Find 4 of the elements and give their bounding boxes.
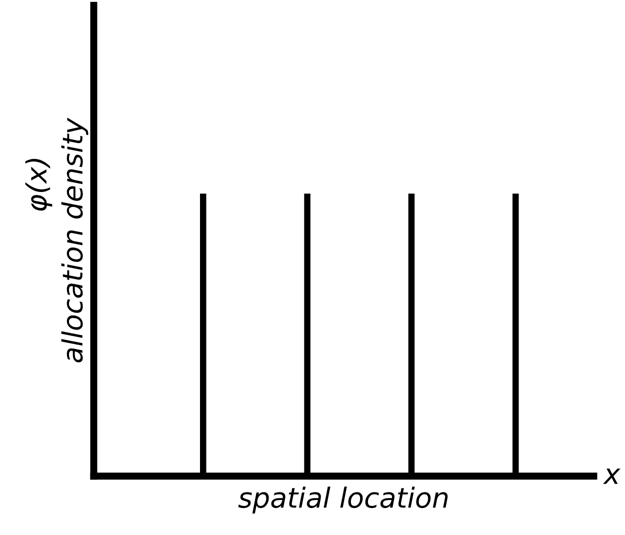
x-axis-title: spatial location xyxy=(238,486,448,514)
y-axis-title: allocation density xyxy=(61,118,88,362)
text: φ(x) xyxy=(25,158,52,211)
text: x xyxy=(603,468,620,484)
